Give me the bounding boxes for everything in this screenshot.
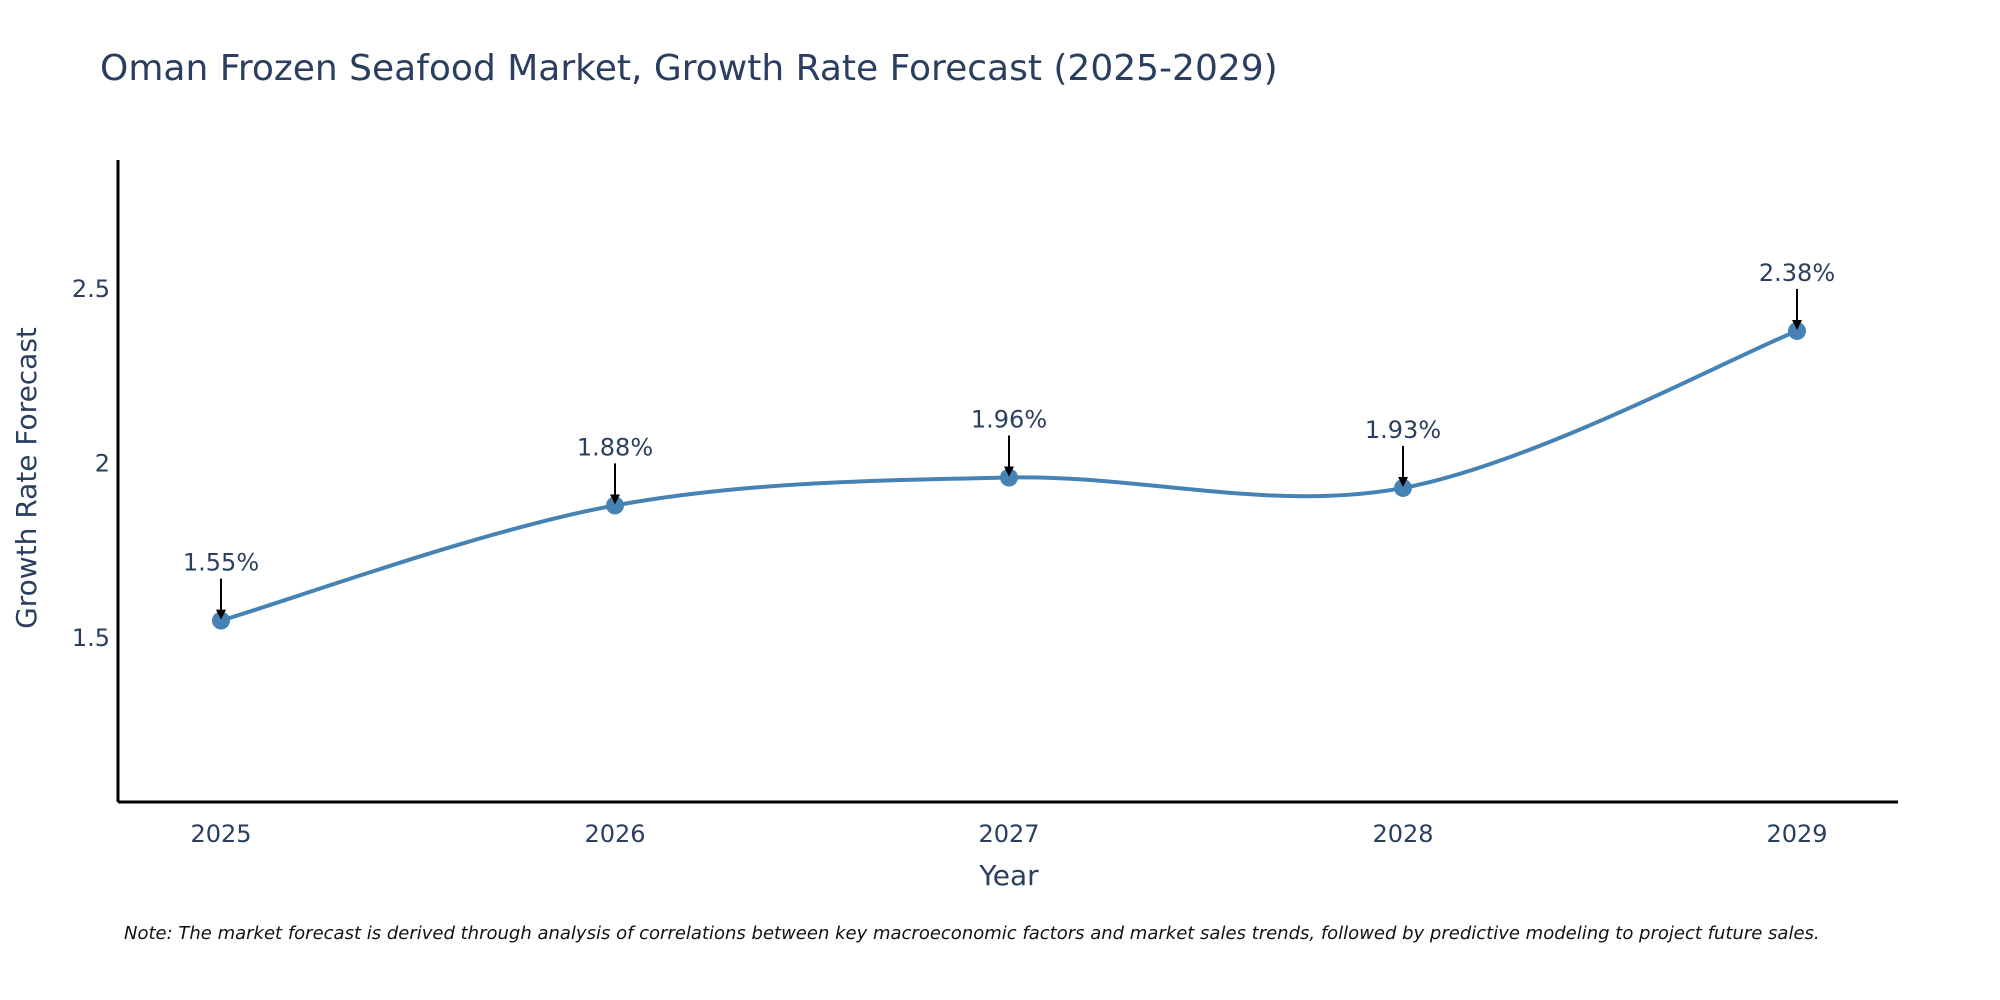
x-tick-label: 2025 xyxy=(190,820,251,848)
chart-title: Oman Frozen Seafood Market, Growth Rate … xyxy=(100,48,1278,89)
data-label-2029: 2.38% xyxy=(1759,259,1835,287)
y-tick-label: 2 xyxy=(95,450,110,478)
x-tick-label: 2026 xyxy=(584,820,645,848)
y-axis-title: Growth Rate Forecast xyxy=(10,327,43,629)
data-label-2028: 1.93% xyxy=(1365,416,1441,444)
plot-area: 1.5 2 2.5 2025 2026 2027 2028 2029 1.55% 1.88% 1.9… xyxy=(72,160,1898,848)
x-tick-label: 2028 xyxy=(1372,820,1433,848)
x-axis-title: Year xyxy=(978,859,1039,892)
x-tick-label: 2027 xyxy=(978,820,1039,848)
y-tick-label: 1.5 xyxy=(72,624,110,652)
data-label-2026: 1.88% xyxy=(577,433,653,461)
y-tick-label: 2.5 xyxy=(72,275,110,303)
forecast-note: Note: The market forecast is derived thr… xyxy=(124,923,1820,944)
data-label-2027: 1.96% xyxy=(971,406,1047,434)
data-label-2025: 1.55% xyxy=(183,549,259,577)
x-tick-label: 2029 xyxy=(1766,820,1827,848)
